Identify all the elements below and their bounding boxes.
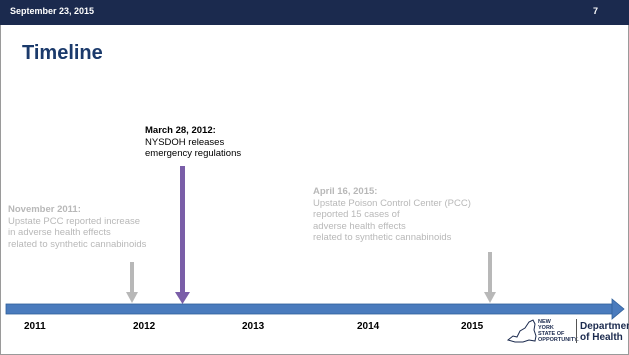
event-date: April 16, 2015: [313,186,378,197]
header-bar: September 23, 2015 7 [0,0,629,25]
event-date: March 28, 2012: [145,125,216,136]
event-date: November 2011: [8,204,81,215]
event-apr-2015: April 16, 2015: Upstate Poison Control C… [313,186,471,244]
event-description: Upstate Poison Control Center (PCC) repo… [313,197,471,244]
event-description: Upstate PCC reported increase in adverse… [8,215,147,250]
event-arrow-apr-2015 [484,252,496,303]
event-mar-2012: March 28, 2012: NYSDOH releases emergenc… [145,125,241,160]
year-label: 2011 [24,321,46,332]
page-number: 7 [593,6,599,16]
header-date: September 23, 2015 [10,6,95,16]
event-arrow-mar-2012 [175,166,190,304]
year-label: 2012 [133,321,156,332]
nys-doh-logo: NEW YORK STATE OF OPPORTUNITY. Departmen… [505,316,629,348]
event-arrow-nov-2011 [126,262,138,303]
logo-divider [576,319,577,343]
timeline-arrowhead [611,298,625,320]
slide-title: Timeline [22,42,103,64]
ny-state-outline-icon [506,319,537,343]
year-label: 2015 [461,321,484,332]
logo-state-text: NEW YORK STATE OF OPPORTUNITY. [538,319,579,343]
event-nov-2011: November 2011: Upstate PCC reported incr… [8,204,146,250]
year-label: 2013 [242,321,265,332]
logo-department-text: Department of Health [580,321,629,343]
timeline-bar [5,303,615,315]
event-description: NYSDOH releases emergency regulations [145,136,242,160]
year-label: 2014 [357,321,380,332]
